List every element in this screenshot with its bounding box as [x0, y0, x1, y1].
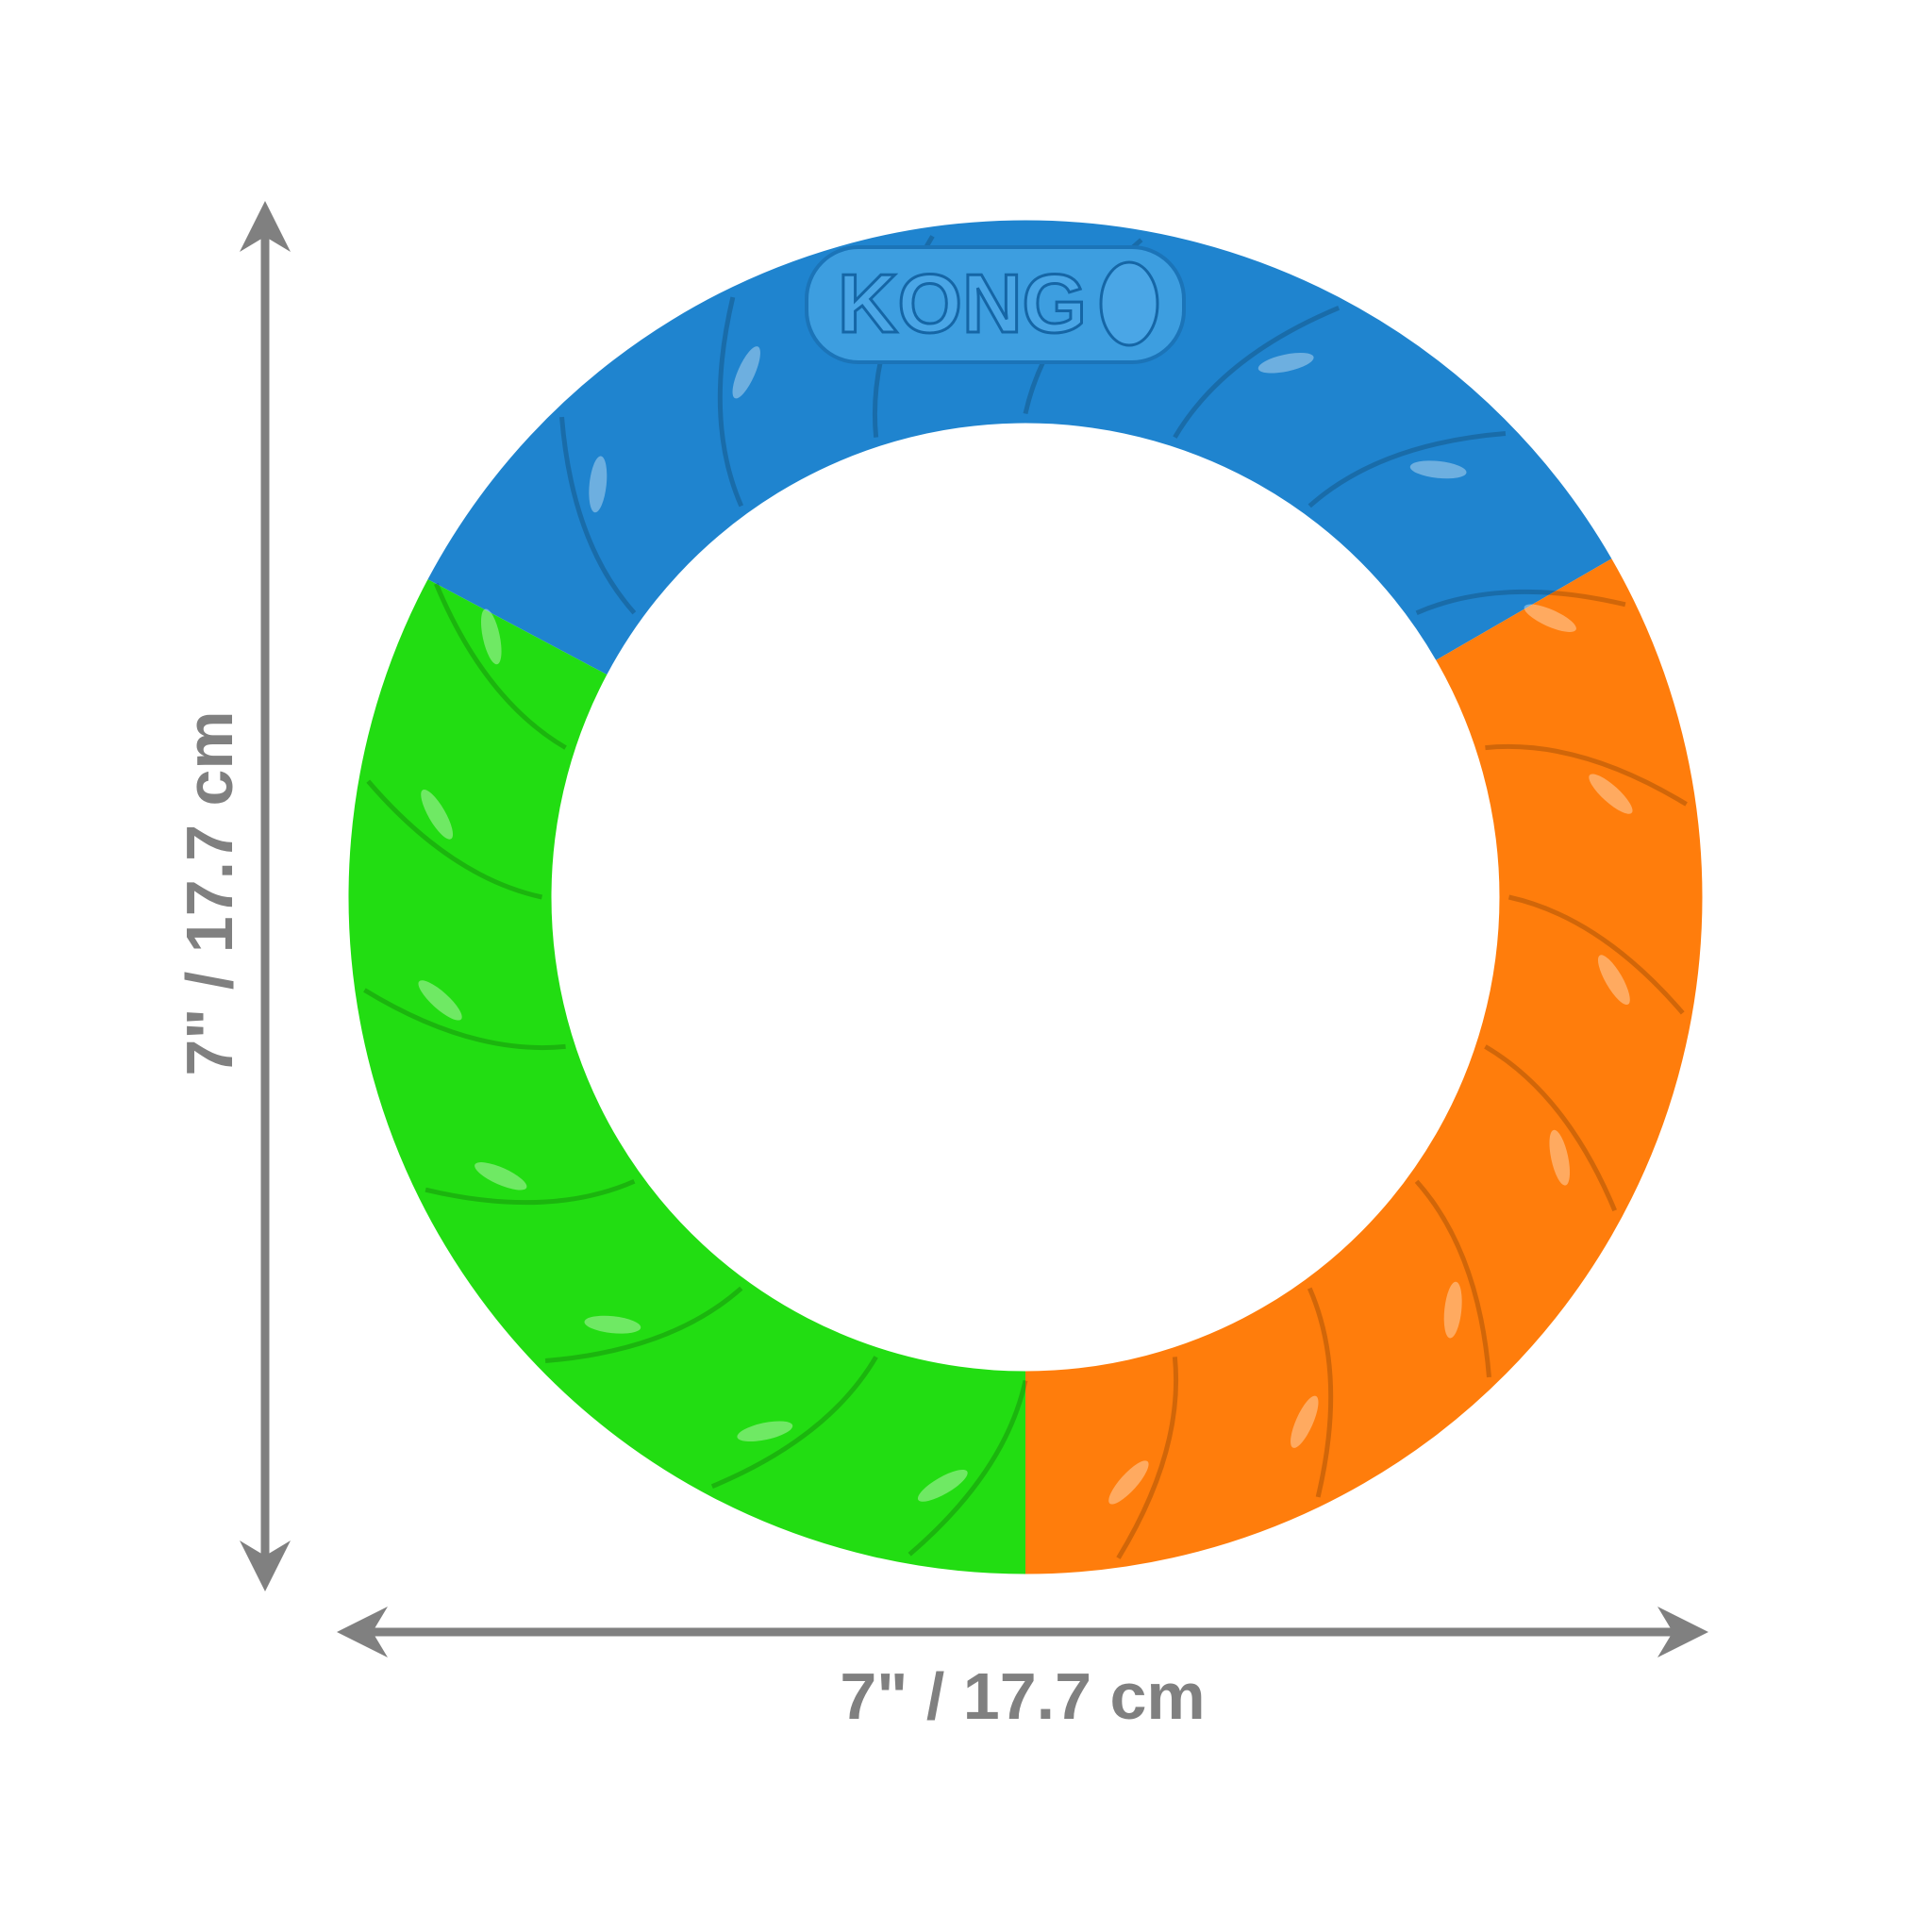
rope-twist-line — [1116, 1357, 1179, 1559]
rope-twist-line — [1307, 1287, 1334, 1498]
width-label: 7" / 17.7 cm — [840, 1659, 1206, 1733]
rope-highlight — [1443, 1281, 1462, 1339]
rope-highlight — [421, 789, 454, 840]
rope-highlight — [1549, 1129, 1571, 1186]
rope-highlight — [480, 608, 502, 665]
rope-twist-line — [1485, 743, 1688, 807]
orange-segment — [1024, 558, 1703, 1574]
rope-twist-line — [717, 296, 744, 508]
rope-highlight — [732, 346, 760, 399]
blue-segment — [427, 220, 1612, 675]
rope-twist-line — [1173, 306, 1341, 439]
rope-twist-line — [544, 1286, 743, 1363]
kong-toy-icon — [1099, 260, 1159, 347]
rope-twist-line — [1415, 589, 1626, 616]
rope-highlight — [917, 1469, 968, 1502]
rope-highlight — [1524, 604, 1576, 632]
rope-highlight — [1597, 955, 1630, 1006]
kong-logo-badge: KONG — [805, 245, 1186, 364]
rope-twist-line — [434, 582, 567, 750]
rope-twist-line — [1414, 1179, 1491, 1378]
rope-highlight — [589, 456, 608, 513]
rope-ring-toy — [348, 220, 1703, 1574]
green-segment — [348, 579, 1026, 1574]
rope-twist-line — [559, 416, 637, 615]
rope-highlight — [475, 1162, 527, 1191]
rope-highlight — [418, 980, 462, 1021]
rope-twist-line — [363, 988, 566, 1051]
rope-twist-line — [908, 1379, 1028, 1557]
rope-highlight — [1291, 1395, 1319, 1448]
rope-highlight — [1257, 352, 1314, 374]
rope-highlight — [1589, 774, 1633, 814]
rope-highlight — [1409, 460, 1467, 479]
height-label: 7" / 17.7 cm — [173, 710, 246, 1076]
rope-twist-line — [425, 1178, 636, 1206]
rope-twist-line — [1507, 894, 1685, 1015]
rope-twist-line — [366, 779, 543, 900]
rope-twist-line — [1484, 1044, 1617, 1212]
rope-highlight — [737, 1421, 793, 1442]
kong-logo-text: KONG — [838, 257, 1087, 350]
rope-highlight — [1108, 1460, 1149, 1505]
rope-twist-line — [1307, 431, 1507, 508]
rope-highlight — [584, 1315, 641, 1334]
rope-twist-line — [710, 1356, 878, 1489]
